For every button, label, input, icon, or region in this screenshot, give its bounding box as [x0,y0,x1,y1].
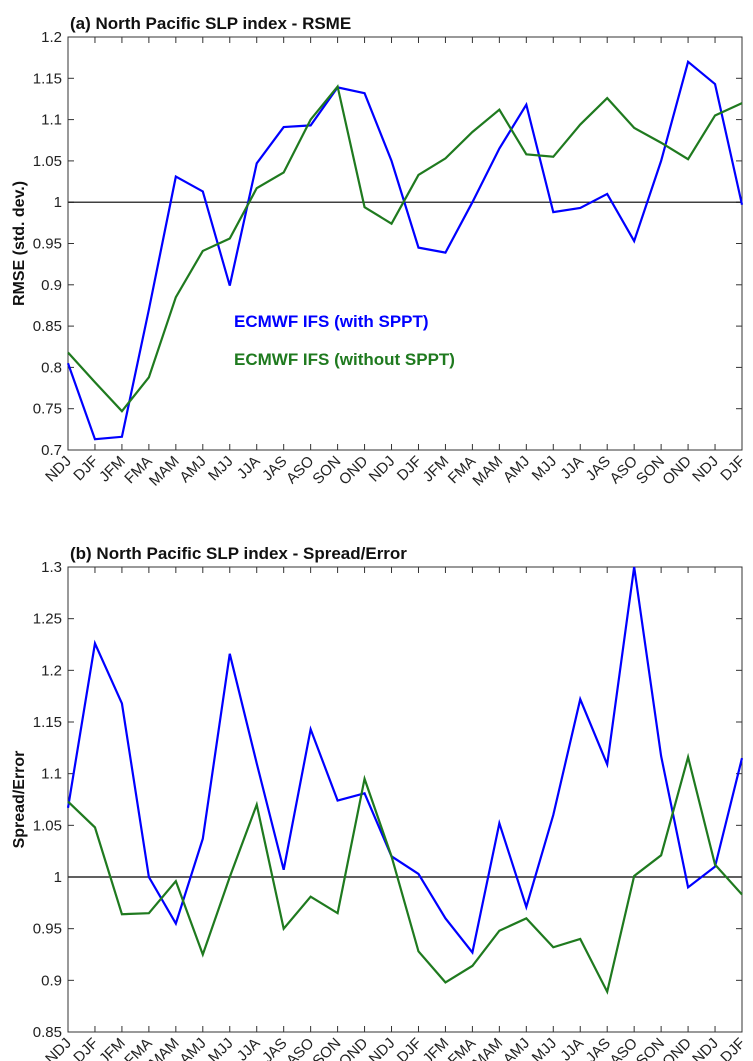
x-tick-label: JJA [234,453,264,483]
x-tick-label: DJF [717,1035,748,1061]
x-tick-label: MJJ [529,1035,560,1061]
chart-title: (b) North Pacific SLP index - Spread/Err… [70,544,407,563]
y-tick-label: 0.75 [33,401,62,418]
x-tick-label: MJJ [205,1035,236,1061]
y-axis-label: Spread/Error [11,751,28,849]
y-tick-label: 0.95 [33,236,62,253]
chart-title: (a) North Pacific SLP index - RSME [70,14,351,33]
x-tick-label: DJF [394,453,425,484]
series-line [67,84,743,413]
y-tick-label: 1 [54,194,62,211]
x-tick-label: ASO [607,453,641,487]
x-tick-label: NDJ [366,453,399,486]
x-tick-label: JAS [583,453,614,484]
x-tick-label: NDJ [689,1035,722,1061]
y-tick-label: 1.05 [33,817,62,834]
plot-frame [67,36,743,451]
x-tick-label: JJA [557,453,587,483]
x-tick-label: NDJ [366,1035,399,1061]
x-tick-label: JJA [234,1035,264,1061]
x-tick-label: JJA [557,1035,587,1061]
x-tick-label: AMJ [500,453,533,486]
y-tick-label: 1.2 [41,662,62,679]
x-tick-label: DJF [70,453,101,484]
x-tick-label: OND [336,453,372,489]
y-tick-label: 1.2 [41,29,62,46]
legend-label: ECMWF IFS (without SPPT) [234,350,455,369]
x-tick-label: OND [659,453,695,489]
y-tick-label: 1.15 [33,714,62,731]
y-tick-label: 0.95 [33,921,62,938]
y-tick-label: 1.25 [33,611,62,628]
y-tick-label: 0.85 [33,318,62,335]
y-axis-label: RMSE (std. dev.) [11,181,28,306]
y-tick-label: 0.85 [33,1024,62,1041]
legend-label: ECMWF IFS (with SPPT) [234,312,429,331]
x-tick-label: MJJ [529,453,560,484]
x-tick-label: MAM [146,453,183,490]
y-tick-label: 1.3 [41,559,62,576]
x-tick-label: MJJ [205,453,236,484]
x-tick-label: MAM [469,453,506,490]
y-tick-label: 1.15 [33,70,62,87]
series-line [66,566,744,955]
x-tick-label: SON [633,453,668,488]
x-tick-label: DJF [717,453,748,484]
x-tick-label: NDJ [689,453,722,486]
y-tick-label: 0.9 [41,277,62,294]
y-tick-label: 1.05 [33,153,62,170]
y-tick-label: 1.1 [41,112,62,129]
plot-frame [67,566,743,1033]
series-line [67,752,743,995]
x-tick-label: JAS [259,453,290,484]
x-tick-label: SON [309,453,344,488]
series-line [66,59,744,441]
y-tick-label: 0.9 [41,972,62,989]
y-tick-label: 0.7 [41,442,62,459]
y-tick-label: 1 [54,869,62,886]
y-tick-label: 1.1 [41,766,62,783]
x-tick-label: JFM [96,453,129,486]
x-tick-label: ASO [283,453,317,487]
x-tick-label: AMJ [176,453,209,486]
x-tick-label: JFM [420,453,453,486]
y-tick-label: 0.8 [41,359,62,376]
